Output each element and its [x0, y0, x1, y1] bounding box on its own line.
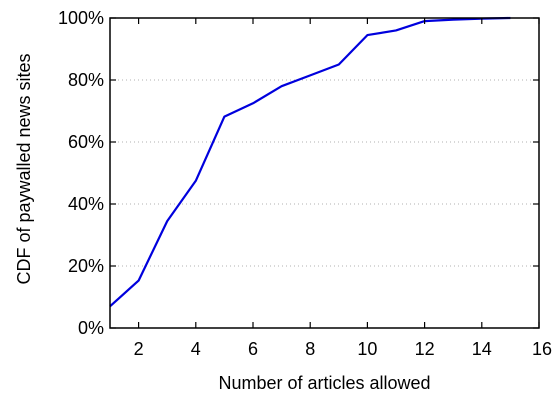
x-tick-label: 8	[305, 339, 315, 359]
gridlines	[110, 79, 539, 267]
x-tick-label: 4	[191, 339, 201, 359]
y-tick-label: 100%	[58, 8, 104, 28]
y-tick-label: 60%	[68, 132, 104, 152]
x-tick-label: 10	[357, 339, 377, 359]
x-tick-label: 16	[532, 339, 552, 359]
y-tick-label: 0%	[78, 318, 104, 338]
x-tick-label: 2	[134, 339, 144, 359]
x-tick-label: 14	[472, 339, 492, 359]
x-tick-label: 12	[415, 339, 435, 359]
y-tick-label: 80%	[68, 70, 104, 90]
series-line	[109, 16, 511, 308]
y-axis-label: CDF of paywalled news sites	[14, 53, 34, 284]
y-tick-label: 40%	[68, 194, 104, 214]
plot-frame	[109, 17, 540, 329]
axis-ticks: 0% 20% 40% 60% 80% 100% 2 4 6 8 10 12 14 16	[58, 8, 552, 359]
y-tick-label: 20%	[68, 256, 104, 276]
series-layer	[109, 16, 511, 308]
x-axis-label: Number of articles allowed	[218, 373, 430, 393]
x-tick-label: 6	[248, 339, 258, 359]
